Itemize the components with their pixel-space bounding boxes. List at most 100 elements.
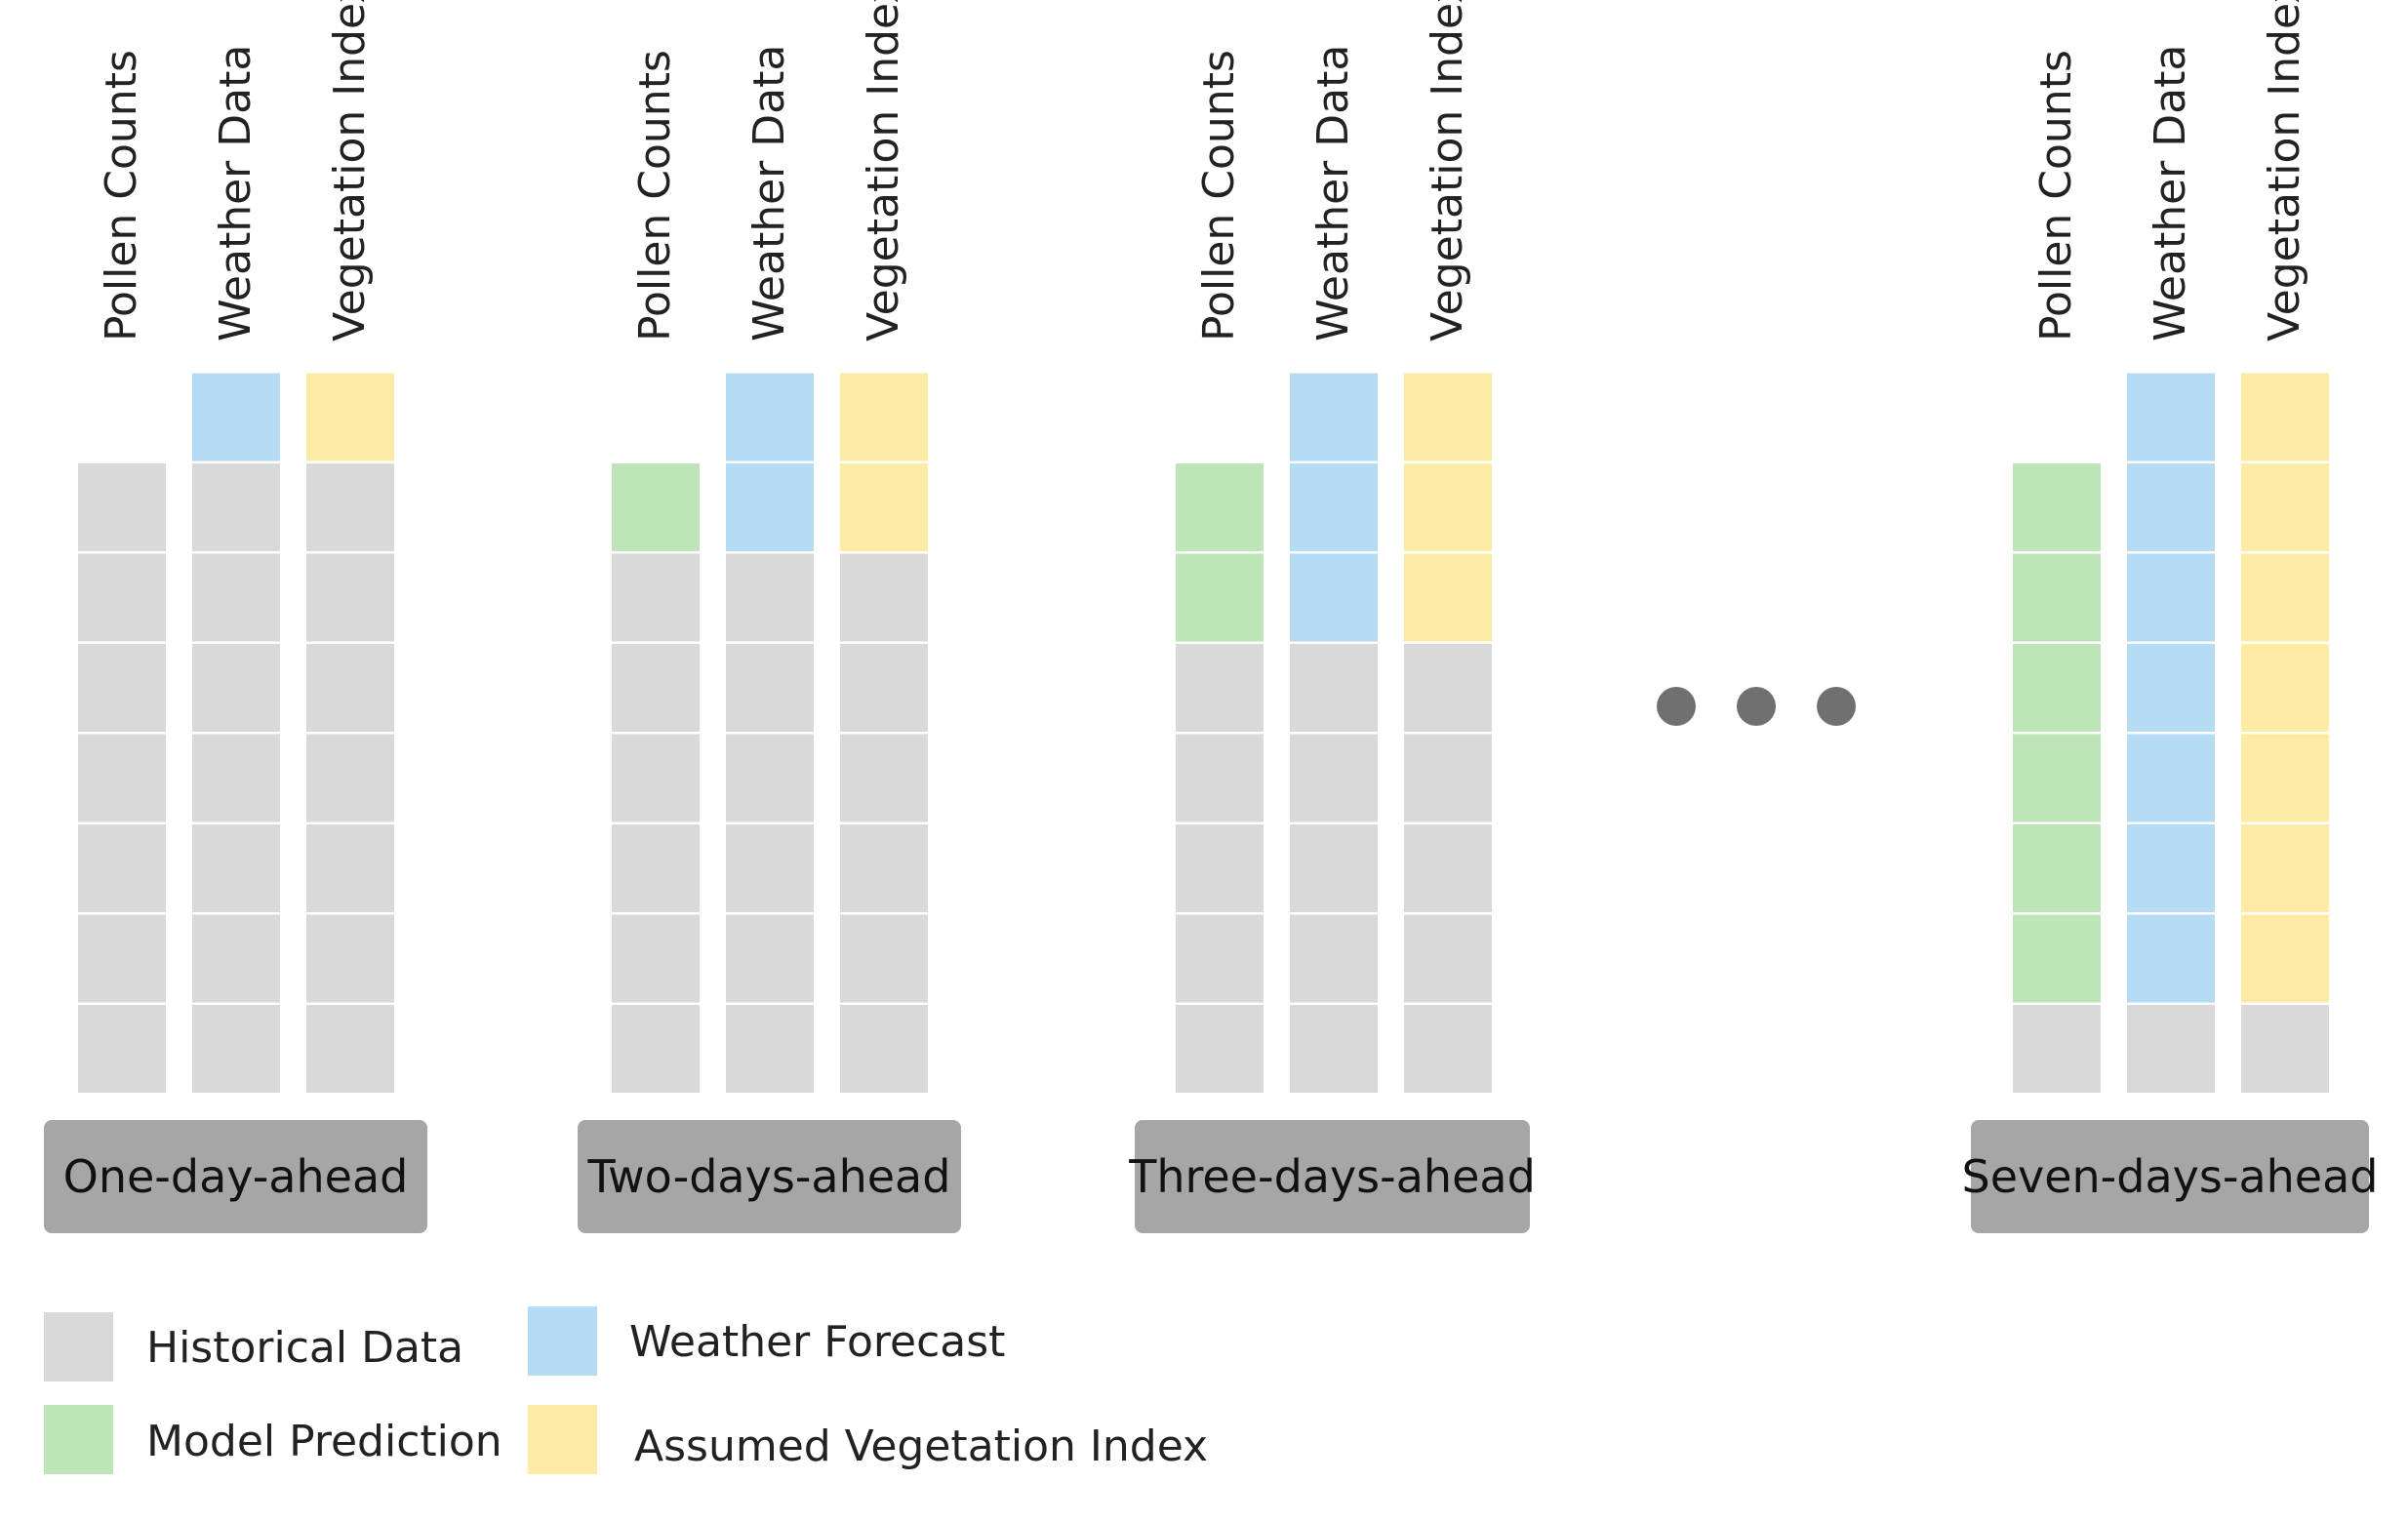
column-label-vegetation: Vegetation Index bbox=[2260, 0, 2309, 341]
group-label: Seven-days-ahead bbox=[1962, 1150, 2379, 1203]
cell-vegetation bbox=[2241, 553, 2329, 642]
column-label-pollen: Pollen Counts bbox=[630, 50, 680, 341]
ellipsis-dot bbox=[1817, 687, 1856, 726]
cell-historical bbox=[306, 824, 394, 912]
legend-label-weather-forecast: Weather Forecast bbox=[629, 1317, 1005, 1367]
cell-historical bbox=[840, 734, 928, 822]
cell-historical bbox=[306, 644, 394, 732]
legend-label-prediction: Model Prediction bbox=[146, 1417, 502, 1466]
cell-weather-forecast bbox=[2127, 463, 2215, 551]
cell-vegetation bbox=[2241, 824, 2329, 912]
cell-weather-forecast bbox=[2127, 644, 2215, 732]
column-label-pollen: Pollen Counts bbox=[2031, 50, 2081, 341]
column-pollen bbox=[1176, 463, 1264, 1093]
cell-historical bbox=[840, 914, 928, 1003]
column-label-weather: Weather Data bbox=[1308, 45, 1358, 341]
cell-historical bbox=[840, 553, 928, 642]
cell-historical bbox=[1404, 644, 1492, 732]
column-weather bbox=[726, 373, 814, 1093]
legend-swatch-historical bbox=[44, 1312, 113, 1382]
cell-weather-forecast bbox=[2127, 734, 2215, 822]
cell-historical bbox=[840, 1005, 928, 1093]
column-weather bbox=[192, 373, 280, 1093]
cell-historical bbox=[78, 644, 166, 732]
column-pollen bbox=[612, 463, 700, 1093]
legend: Historical Data Model Prediction Weather… bbox=[44, 1306, 1208, 1474]
group-label-box bbox=[44, 1120, 427, 1233]
cell-historical bbox=[1404, 824, 1492, 912]
cell-historical bbox=[612, 824, 700, 912]
cell-historical bbox=[78, 553, 166, 642]
group-label: One-day-ahead bbox=[63, 1150, 409, 1203]
cell-historical bbox=[192, 1005, 280, 1093]
group-label: Three-days-ahead bbox=[1128, 1150, 1536, 1203]
cell-vegetation bbox=[2241, 644, 2329, 732]
cell-weather-forecast bbox=[1290, 553, 1378, 642]
cell-historical bbox=[306, 914, 394, 1003]
cell-prediction bbox=[1176, 553, 1264, 642]
group-label: Two-days-ahead bbox=[587, 1150, 951, 1203]
cell-historical bbox=[192, 553, 280, 642]
cell-prediction bbox=[2013, 644, 2101, 732]
cell-historical bbox=[726, 734, 814, 822]
column-pollen bbox=[78, 463, 166, 1093]
legend-label-historical: Historical Data bbox=[146, 1323, 463, 1373]
cell-prediction bbox=[2013, 824, 2101, 912]
cell-historical bbox=[726, 1005, 814, 1093]
cell-vegetation bbox=[2241, 734, 2329, 822]
cell-historical bbox=[192, 734, 280, 822]
group-1: Pollen Counts Weather Data Vegetation Inde… bbox=[44, 0, 427, 1233]
cell-historical bbox=[1290, 1005, 1378, 1093]
cell-prediction bbox=[2013, 463, 2101, 551]
cell-historical bbox=[2241, 1005, 2329, 1093]
cell-historical bbox=[78, 463, 166, 551]
cell-historical bbox=[306, 553, 394, 642]
cell-historical bbox=[612, 914, 700, 1003]
column-vegetation bbox=[306, 373, 394, 1093]
cell-vegetation bbox=[840, 373, 928, 461]
cell-weather-forecast bbox=[1290, 373, 1378, 461]
cell-prediction bbox=[612, 463, 700, 551]
cell-historical bbox=[2127, 1005, 2215, 1093]
column-label-pollen: Pollen Counts bbox=[97, 50, 146, 341]
cell-historical bbox=[612, 644, 700, 732]
cell-weather-forecast bbox=[726, 463, 814, 551]
column-label-weather: Weather Data bbox=[2146, 45, 2195, 341]
group-label-box bbox=[1971, 1120, 2369, 1233]
cell-historical bbox=[78, 824, 166, 912]
cell-vegetation bbox=[306, 373, 394, 461]
cell-weather-forecast bbox=[2127, 914, 2215, 1003]
cell-weather-forecast bbox=[2127, 553, 2215, 642]
ellipsis-dot bbox=[1737, 687, 1776, 726]
cell-historical bbox=[1404, 734, 1492, 822]
groups-layer: Pollen Counts Weather Data Vegetation Inde… bbox=[44, 0, 2378, 1233]
legend-swatch-prediction bbox=[44, 1405, 113, 1474]
cell-historical bbox=[726, 553, 814, 642]
cell-historical bbox=[1176, 644, 1264, 732]
cell-vegetation bbox=[1404, 553, 1492, 642]
cell-historical bbox=[1290, 914, 1378, 1003]
cell-weather-forecast bbox=[2127, 373, 2215, 461]
cell-historical bbox=[306, 734, 394, 822]
cell-historical bbox=[1290, 824, 1378, 912]
column-vegetation bbox=[840, 373, 928, 1093]
cell-historical bbox=[192, 824, 280, 912]
cell-weather-forecast bbox=[2127, 824, 2215, 912]
cell-prediction bbox=[2013, 914, 2101, 1003]
cell-vegetation bbox=[1404, 463, 1492, 551]
cell-prediction bbox=[2013, 734, 2101, 822]
group-3: Pollen Counts Weather Data Vegetation Inde… bbox=[1128, 0, 1536, 1233]
cell-prediction bbox=[1176, 463, 1264, 551]
column-pollen bbox=[2013, 463, 2101, 1093]
column-vegetation bbox=[1404, 373, 1492, 1093]
cell-historical bbox=[612, 1005, 700, 1093]
column-weather bbox=[1290, 373, 1378, 1093]
cell-historical bbox=[192, 463, 280, 551]
cell-prediction bbox=[2013, 553, 2101, 642]
cell-weather-forecast bbox=[192, 373, 280, 461]
cell-weather-forecast bbox=[1290, 463, 1378, 551]
column-label-vegetation: Vegetation Index bbox=[1423, 0, 1472, 341]
cell-historical bbox=[1290, 734, 1378, 822]
cell-historical bbox=[78, 914, 166, 1003]
